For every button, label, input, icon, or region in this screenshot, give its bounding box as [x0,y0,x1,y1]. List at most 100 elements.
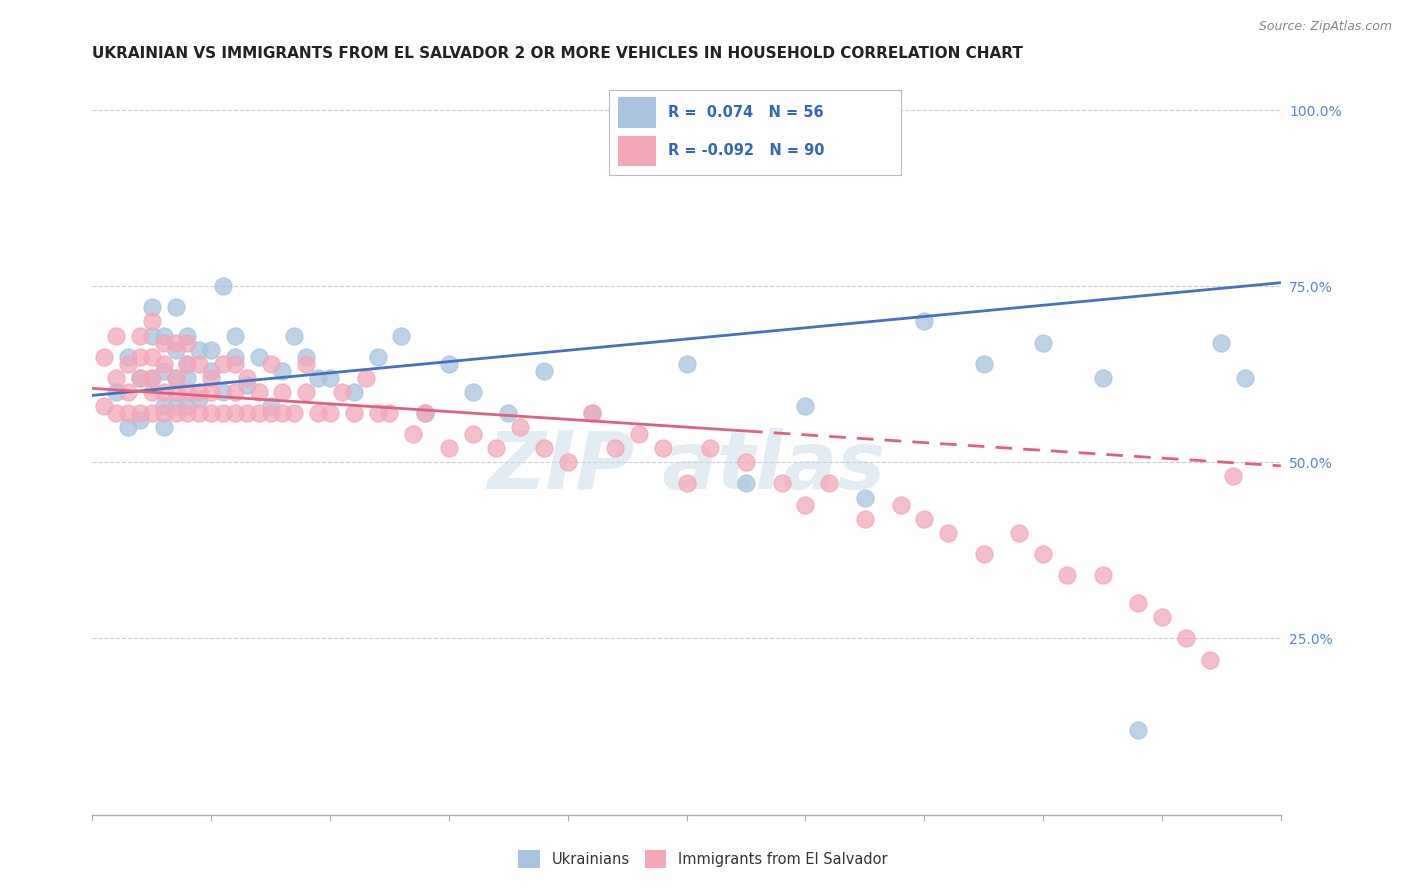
Point [141,371,163,385]
Point [152,399,174,413]
Point [581,406,603,420]
Point [367,406,389,420]
Point [93,350,115,364]
Point [93,399,115,413]
Point [188,343,211,357]
Point [1032,547,1054,561]
Point [307,406,329,420]
Point [973,357,995,371]
Point [1174,632,1197,646]
Point [247,384,270,399]
Point [128,406,150,420]
Point [152,335,174,350]
Point [628,427,651,442]
Point [354,371,377,385]
Point [236,377,259,392]
Point [367,350,389,364]
Point [1128,723,1150,737]
Point [200,364,222,378]
Point [319,371,342,385]
Point [165,406,187,420]
Point [224,328,246,343]
Point [259,399,281,413]
Point [176,357,198,371]
Point [413,406,436,420]
Point [699,442,721,456]
Point [165,384,187,399]
Point [936,525,959,540]
Point [165,301,187,315]
Point [389,328,412,343]
Point [165,343,187,357]
Point [973,547,995,561]
Point [165,399,187,413]
Point [259,406,281,420]
Point [295,384,318,399]
Point [794,498,817,512]
Point [165,371,187,385]
Point [236,371,259,385]
Point [498,406,520,420]
Point [735,476,758,491]
Point [283,406,305,420]
Point [675,476,697,491]
Text: ZIP atlas: ZIP atlas [488,428,886,506]
Point [818,476,841,491]
Point [343,384,366,399]
Point [271,364,294,378]
Text: Source: ZipAtlas.com: Source: ZipAtlas.com [1258,20,1392,33]
Point [1150,610,1173,624]
Point [1056,568,1078,582]
Point [176,328,198,343]
Point [176,335,198,350]
Text: UKRAINIAN VS IMMIGRANTS FROM EL SALVADOR 2 OR MORE VEHICLES IN HOUSEHOLD CORRELA: UKRAINIAN VS IMMIGRANTS FROM EL SALVADOR… [93,46,1024,62]
Point [295,350,318,364]
Point [117,420,139,434]
Point [141,406,163,420]
Point [152,364,174,378]
Point [259,357,281,371]
Point [128,371,150,385]
Point [117,350,139,364]
Point [271,384,294,399]
Point [188,384,211,399]
Point [533,442,555,456]
Point [200,371,222,385]
Point [1128,596,1150,610]
Point [675,357,697,371]
Point [557,455,579,469]
Point [378,406,401,420]
Point [212,406,235,420]
Point [735,455,758,469]
Point [188,357,211,371]
Point [128,350,150,364]
Point [152,406,174,420]
Point [1222,469,1244,483]
Point [330,384,353,399]
Point [1091,371,1114,385]
Point [413,406,436,420]
Point [770,476,793,491]
Point [461,384,484,399]
Point [176,371,198,385]
Point [176,399,198,413]
Point [581,406,603,420]
Point [485,442,508,456]
Point [533,364,555,378]
Point [319,406,342,420]
Point [117,384,139,399]
Point [200,384,222,399]
Point [461,427,484,442]
Point [141,301,163,315]
Point [283,328,305,343]
Point [224,350,246,364]
Point [224,384,246,399]
Point [141,384,163,399]
Point [236,406,259,420]
Point [152,357,174,371]
Point [1091,568,1114,582]
Point [212,357,235,371]
Point [152,384,174,399]
Point [437,442,460,456]
Point [152,420,174,434]
